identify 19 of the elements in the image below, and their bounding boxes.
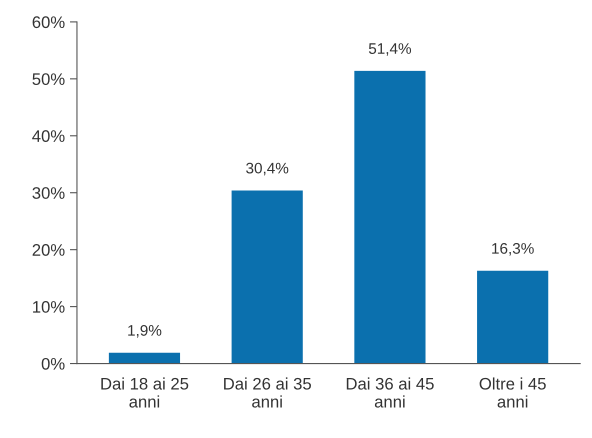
- y-tick-label: 30%: [32, 187, 65, 199]
- bar: [477, 270, 548, 364]
- data-label: 16,3%: [492, 243, 534, 256]
- y-tick-label: 10%: [33, 301, 65, 313]
- x-tick-label: Dai 26 ai 35 anni: [224, 377, 311, 408]
- y-tick-label: 60%: [32, 16, 65, 28]
- y-tick-label: 50%: [32, 73, 65, 86]
- bar: [232, 190, 303, 364]
- data-label: 30,4%: [246, 162, 288, 176]
- x-tick-label: Oltre i 45 anni: [480, 377, 546, 408]
- y-tick-label: 0%: [42, 358, 65, 370]
- y-tick-label: 40%: [32, 130, 65, 142]
- y-tick-label: 20%: [32, 244, 65, 256]
- bar: [108, 352, 180, 364]
- data-label: 1,9%: [128, 324, 162, 338]
- x-tick-label: Dai 18 ai 25 anni: [101, 377, 188, 408]
- data-label: 51,4%: [368, 43, 412, 56]
- bar: [354, 70, 426, 364]
- x-tick-label: Dai 36 ai 45 anni: [346, 377, 434, 408]
